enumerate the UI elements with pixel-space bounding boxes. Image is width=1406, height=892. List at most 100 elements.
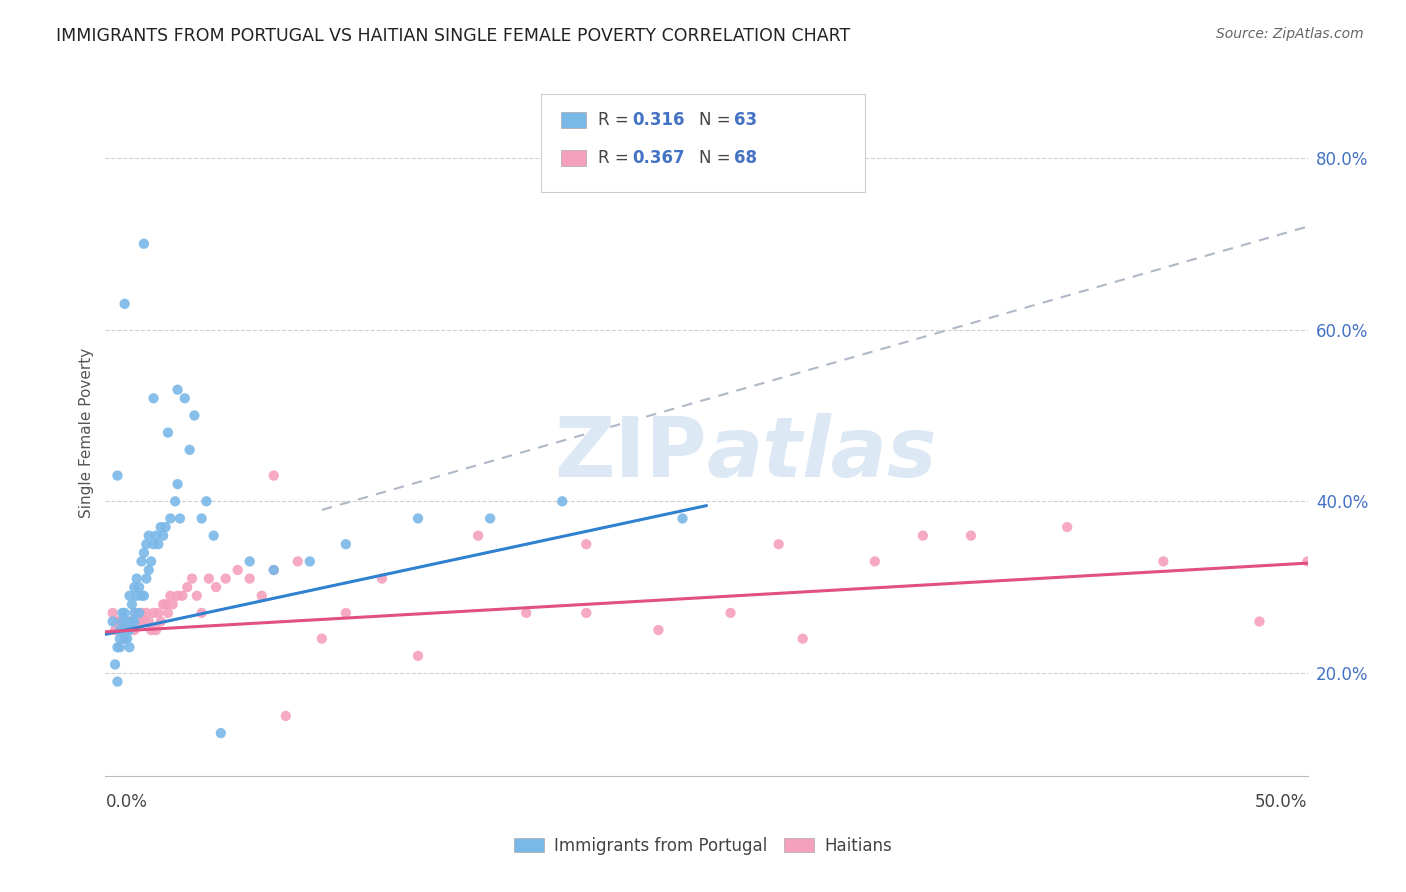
Point xyxy=(125,572,148,586)
Point xyxy=(132,615,155,629)
Point xyxy=(186,589,208,603)
Point xyxy=(107,674,129,689)
Text: 63: 63 xyxy=(734,112,756,129)
Point xyxy=(287,554,309,568)
Point xyxy=(128,615,150,629)
Point xyxy=(149,520,172,534)
Point xyxy=(190,606,212,620)
Point xyxy=(132,546,155,560)
Point xyxy=(108,632,131,646)
Y-axis label: Single Female Poverty: Single Female Poverty xyxy=(79,348,94,517)
Point xyxy=(101,606,124,620)
Point xyxy=(156,425,179,440)
Point xyxy=(132,589,155,603)
Point xyxy=(515,606,537,620)
Point xyxy=(1296,554,1319,568)
Point xyxy=(263,468,285,483)
Point xyxy=(107,468,129,483)
Point xyxy=(183,409,205,423)
Point xyxy=(139,623,162,637)
Point xyxy=(479,511,502,525)
Point xyxy=(124,580,146,594)
Point xyxy=(114,606,136,620)
Point xyxy=(202,528,225,542)
Point xyxy=(250,589,273,603)
Point xyxy=(149,615,172,629)
Text: ZIP: ZIP xyxy=(554,413,707,494)
Point xyxy=(115,623,138,637)
Point xyxy=(131,606,153,620)
Point xyxy=(195,494,218,508)
Point xyxy=(128,606,150,620)
Point xyxy=(107,640,129,655)
Point xyxy=(911,528,934,542)
Point xyxy=(128,580,150,594)
Point xyxy=(226,563,249,577)
Point xyxy=(406,648,429,663)
Point xyxy=(115,632,138,646)
Point xyxy=(198,572,221,586)
Point xyxy=(131,589,153,603)
Point xyxy=(205,580,228,594)
Point xyxy=(311,632,333,646)
Point xyxy=(159,511,181,525)
Point xyxy=(1056,520,1078,534)
Text: 68: 68 xyxy=(734,149,756,167)
Point xyxy=(671,511,693,525)
Point xyxy=(166,477,188,491)
Point xyxy=(263,563,285,577)
Text: R =: R = xyxy=(598,112,634,129)
Text: N =: N = xyxy=(699,149,735,167)
Point xyxy=(335,537,357,551)
Point xyxy=(148,606,170,620)
Point xyxy=(155,520,177,534)
Point xyxy=(111,606,134,620)
Point xyxy=(125,589,148,603)
Point xyxy=(263,563,285,577)
Point xyxy=(115,615,138,629)
Point xyxy=(118,589,141,603)
Point xyxy=(121,598,143,612)
Point xyxy=(108,615,131,629)
Point xyxy=(104,623,127,637)
Point xyxy=(138,563,160,577)
Point xyxy=(209,726,232,740)
Point xyxy=(138,528,160,542)
Point xyxy=(108,623,131,637)
Point xyxy=(125,606,148,620)
Point xyxy=(111,623,134,637)
Point xyxy=(298,554,321,568)
Text: N =: N = xyxy=(699,112,735,129)
Point xyxy=(176,580,198,594)
Point xyxy=(720,606,742,620)
Point xyxy=(190,511,212,525)
Point xyxy=(647,623,669,637)
Point xyxy=(335,606,357,620)
Point xyxy=(166,589,188,603)
Point xyxy=(114,632,136,646)
Point xyxy=(575,606,598,620)
Point xyxy=(121,615,143,629)
Point xyxy=(108,640,131,655)
Point xyxy=(114,297,136,311)
Point xyxy=(214,572,236,586)
Point xyxy=(960,528,983,542)
Point xyxy=(575,537,598,551)
Point xyxy=(1249,615,1271,629)
Text: R =: R = xyxy=(598,149,634,167)
Point xyxy=(104,657,127,672)
Point xyxy=(135,537,157,551)
Point xyxy=(145,623,167,637)
Point xyxy=(121,615,143,629)
Point xyxy=(124,606,146,620)
Point xyxy=(406,511,429,525)
Point xyxy=(156,606,179,620)
Point xyxy=(239,554,262,568)
Point xyxy=(118,640,141,655)
Point xyxy=(173,391,195,405)
Text: 0.367: 0.367 xyxy=(633,149,685,167)
Point xyxy=(179,442,201,457)
Point xyxy=(145,528,167,542)
Text: 50.0%: 50.0% xyxy=(1256,793,1308,811)
Point xyxy=(169,511,191,525)
